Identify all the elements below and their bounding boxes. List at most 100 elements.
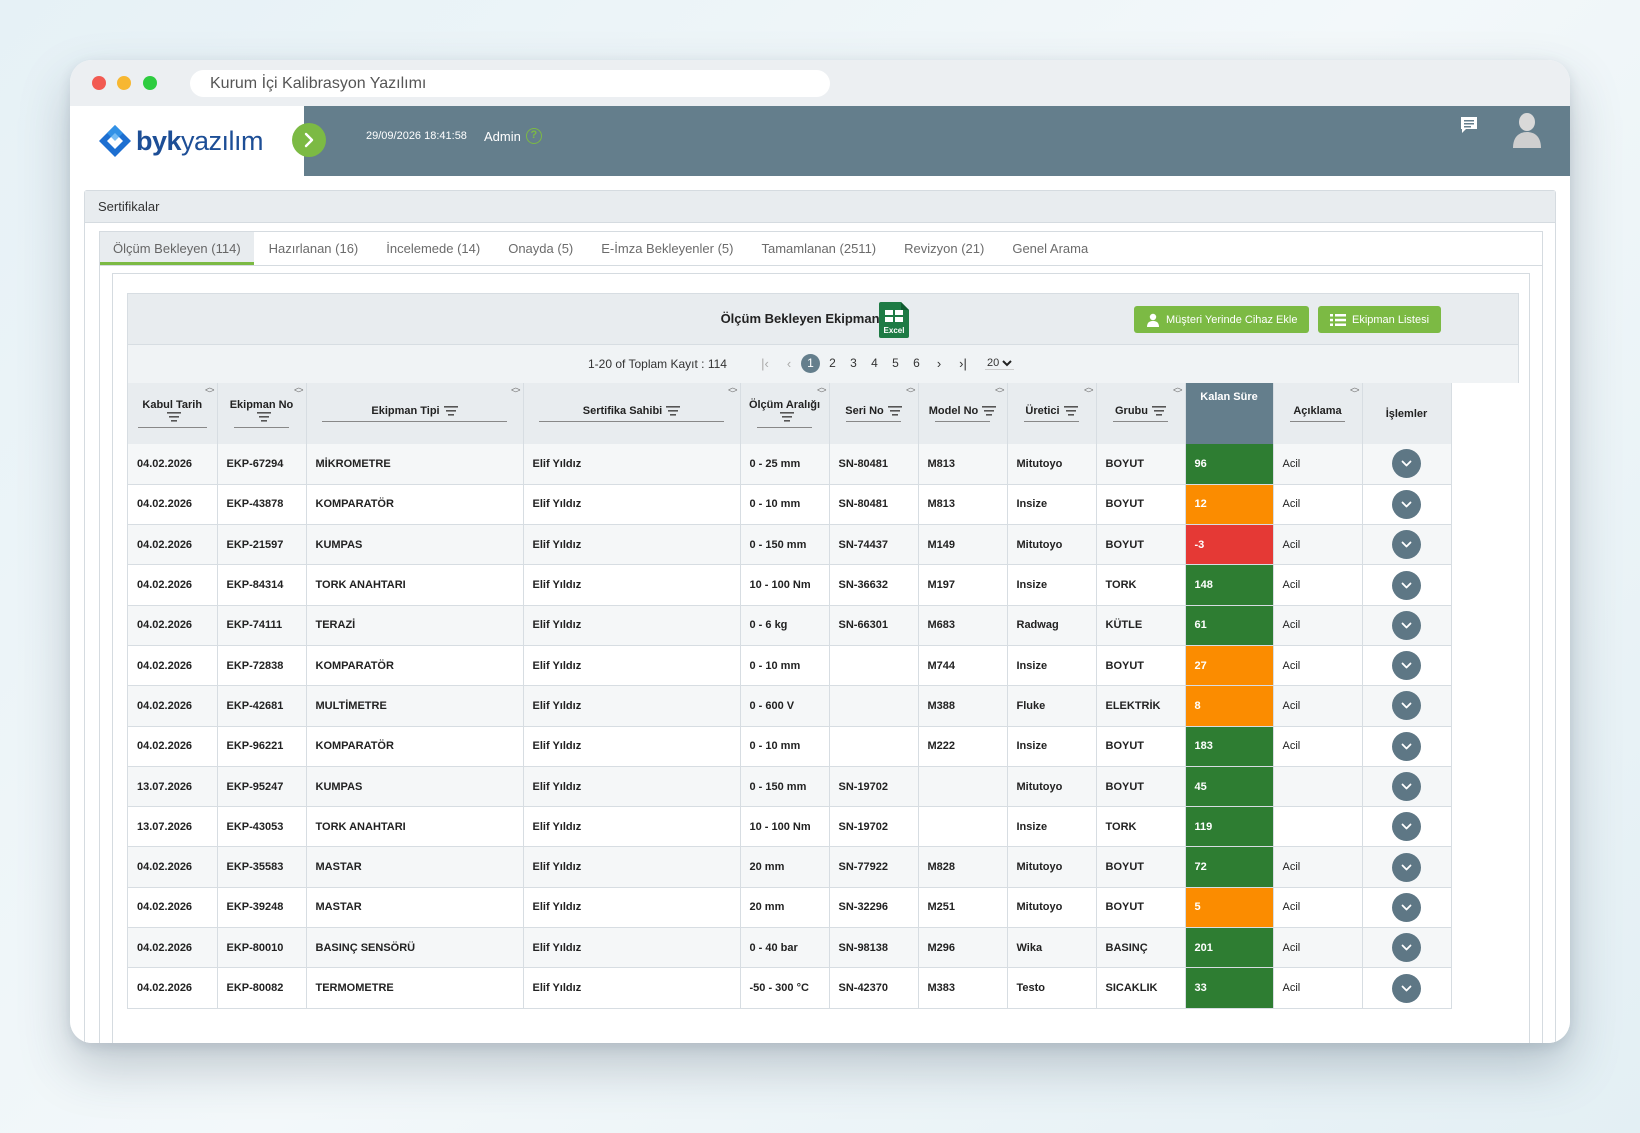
row-actions-button[interactable] xyxy=(1392,449,1421,479)
tab-onayda[interactable]: Onayda (5) xyxy=(508,241,574,256)
row-actions-button[interactable] xyxy=(1392,530,1421,560)
page-button-3[interactable]: 3 xyxy=(850,356,857,370)
cell-ekipman-tipi: MASTAR xyxy=(306,887,524,929)
last-page-icon[interactable]: ›| xyxy=(959,356,967,371)
col-sertifika-sahibi[interactable]: <> Sertifika Sahibi xyxy=(523,383,741,444)
sort-icon[interactable] xyxy=(443,406,458,416)
address-bar[interactable]: Kurum İçi Kalibrasyon Yazılımı xyxy=(190,70,830,97)
table-row[interactable]: 04.02.2026 EKP-72838 KOMPARATÖR Elif Yıldız… xyxy=(128,645,1452,687)
close-window-button[interactable] xyxy=(92,76,106,90)
col-aciklama[interactable]: <> Açıklama xyxy=(1273,383,1363,444)
page-button-2[interactable]: 2 xyxy=(829,356,836,370)
col-kalan-sure[interactable]: Kalan Süre xyxy=(1185,383,1274,444)
page-button-6[interactable]: 6 xyxy=(913,356,920,370)
tab-genel-arama[interactable]: Genel Arama xyxy=(1012,241,1089,256)
table-row[interactable]: 04.02.2026 EKP-74111 TERAZİ Elif Yıldız 0 - … xyxy=(128,605,1452,646)
row-actions-button[interactable] xyxy=(1392,610,1421,640)
row-actions-button[interactable] xyxy=(1392,489,1421,519)
table-row[interactable]: 04.02.2026 EKP-43878 KOMPARATÖR Elif Yıldız… xyxy=(128,484,1452,526)
row-actions-button[interactable] xyxy=(1392,570,1421,600)
equipment-table: <> Kabul Tarih <> Ekipman No <> Ekipman Tip… xyxy=(128,383,1452,1009)
table-row[interactable]: 04.02.2026 EKP-96221 KOMPARATÖR Elif Yıldız… xyxy=(128,726,1452,767)
cell-ekipman-no: EKP-74111 xyxy=(217,605,307,646)
equipment-table-wrapper: <> Kabul Tarih <> Ekipman No <> Ekipman Tip… xyxy=(127,383,1452,1009)
page-button-5[interactable]: 5 xyxy=(892,356,899,370)
table-row[interactable]: 04.02.2026 EKP-80082 TERMOMETRE Elif Yıldız… xyxy=(128,967,1452,1009)
col-ekipman-tipi[interactable]: <> Ekipman Tipi xyxy=(306,383,524,444)
sort-icon[interactable] xyxy=(1063,406,1078,416)
cell-seri-no: SN-66301 xyxy=(829,605,919,646)
table-row[interactable]: 04.02.2026 EKP-21597 KUMPAS Elif Yıldız 0 - … xyxy=(128,524,1452,566)
cell-aciklama: Acil xyxy=(1273,564,1363,606)
cell-islemler xyxy=(1362,564,1452,606)
sort-icon[interactable] xyxy=(887,406,902,416)
browser-window: Kurum İçi Kalibrasyon Yazılımı bykyazılı… xyxy=(70,60,1570,1043)
card-header: Ölçüm Bekleyen Ekipmanlar Excel xyxy=(127,293,1519,345)
row-actions-button[interactable] xyxy=(1392,731,1421,761)
minimize-window-button[interactable] xyxy=(117,76,131,90)
page-button-4[interactable]: 4 xyxy=(871,356,878,370)
logo[interactable]: bykyazılım xyxy=(70,106,304,176)
row-actions-button[interactable] xyxy=(1392,812,1421,842)
sidebar-toggle-button[interactable] xyxy=(292,123,326,157)
page-button-1[interactable]: 1 xyxy=(801,354,820,373)
sort-icon[interactable] xyxy=(666,406,681,416)
cell-model-no: M813 xyxy=(918,444,1008,485)
col-ekipman-no[interactable]: <> Ekipman No xyxy=(217,383,307,444)
sort-icon[interactable] xyxy=(982,406,997,416)
chat-icon[interactable] xyxy=(1458,114,1480,141)
add-customer-site-device-button[interactable]: Müşteri Yerinde Cihaz Ekle xyxy=(1134,306,1310,333)
tab-revizyon[interactable]: Revizyon (21) xyxy=(904,241,985,256)
col-olcum-araligi[interactable]: <> Ölçüm Aralığı xyxy=(740,383,830,444)
add-customer-site-device-label: Müşteri Yerinde Cihaz Ekle xyxy=(1166,313,1298,326)
cell-uretici: Insize xyxy=(1007,806,1097,848)
row-actions-button[interactable] xyxy=(1392,973,1421,1003)
tab-incelemede[interactable]: İncelemede (14) xyxy=(386,241,481,256)
col-grubu[interactable]: <> Grubu xyxy=(1096,383,1186,444)
col-kabul-tarih[interactable]: <> Kabul Tarih xyxy=(128,383,218,444)
equipment-list-button[interactable]: Ekipman Listesi xyxy=(1318,306,1442,333)
row-actions-button[interactable] xyxy=(1392,651,1421,681)
col-uretici[interactable]: <> Üretici xyxy=(1007,383,1097,444)
equipment-list-label: Ekipman Listesi xyxy=(1352,313,1430,326)
excel-export-icon[interactable]: Excel xyxy=(879,302,909,338)
table-row[interactable]: 13.07.2026 EKP-95247 KUMPAS Elif Yıldız 0 - … xyxy=(128,766,1452,808)
tab-olcum-bekleyen[interactable]: Ölçüm Bekleyen (114) xyxy=(100,232,254,265)
sort-icon[interactable] xyxy=(256,412,271,422)
cell-seri-no xyxy=(829,645,919,687)
tab-e-imza[interactable]: E-İmza Bekleyenler (5) xyxy=(601,241,734,256)
table-row[interactable]: 04.02.2026 EKP-42681 MULTİMETRE Elif Yıldız… xyxy=(128,685,1452,727)
page-size-select[interactable]: 20 xyxy=(985,357,1015,370)
table-row[interactable]: 04.02.2026 EKP-39248 MASTAR Elif Yıldız 20 m… xyxy=(128,887,1452,929)
sort-icon[interactable] xyxy=(1152,406,1166,416)
prev-page-icon[interactable]: ‹ xyxy=(786,356,792,371)
pagination-info: 1-20 of Toplam Kayıt : 114 xyxy=(588,357,727,371)
sort-icon[interactable] xyxy=(779,412,794,422)
table-body: 04.02.2026 EKP-67294 MİKROMETRE Elif Yıldız… xyxy=(128,444,1452,1009)
table-row[interactable]: 04.02.2026 EKP-67294 MİKROMETRE Elif Yıldız… xyxy=(128,444,1452,485)
row-actions-button[interactable] xyxy=(1392,933,1421,963)
tab-hazirlanan[interactable]: Hazırlanan (16) xyxy=(268,241,359,256)
sort-icon[interactable] xyxy=(167,412,182,422)
row-actions-button[interactable] xyxy=(1392,852,1421,882)
cell-uretici: Insize xyxy=(1007,645,1097,687)
first-page-icon[interactable]: |‹ xyxy=(761,356,769,371)
user-avatar-icon[interactable] xyxy=(1510,110,1544,155)
row-actions-button[interactable] xyxy=(1392,892,1421,922)
next-page-icon[interactable]: › xyxy=(936,356,942,371)
table-row[interactable]: 04.02.2026 EKP-80010 BASINÇ SENSÖRÜ Elif Yı… xyxy=(128,927,1452,969)
col-model-no[interactable]: <> Model No xyxy=(918,383,1008,444)
row-actions-button[interactable] xyxy=(1392,691,1421,721)
cell-kabul-tarih: 04.02.2026 xyxy=(128,484,218,526)
help-icon[interactable]: ? xyxy=(525,128,542,144)
row-actions-button[interactable] xyxy=(1392,772,1421,802)
tab-tamamlanan[interactable]: Tamamlanan (2511) xyxy=(761,241,877,256)
maximize-window-button[interactable] xyxy=(143,76,157,90)
col-seri-no[interactable]: <> Seri No xyxy=(829,383,919,444)
cell-uretici: Insize xyxy=(1007,726,1097,767)
cell-grubu: BOYUT xyxy=(1096,524,1186,566)
table-row[interactable]: 04.02.2026 EKP-35583 MASTAR Elif Yıldız 20 m… xyxy=(128,846,1452,888)
equipment-card: Ölçüm Bekleyen Ekipmanlar Excel xyxy=(127,293,1519,1043)
table-row[interactable]: 04.02.2026 EKP-84314 TORK ANAHTARI Elif Yıl… xyxy=(128,564,1452,606)
table-row[interactable]: 13.07.2026 EKP-43053 TORK ANAHTARI Elif Yıl… xyxy=(128,806,1452,848)
